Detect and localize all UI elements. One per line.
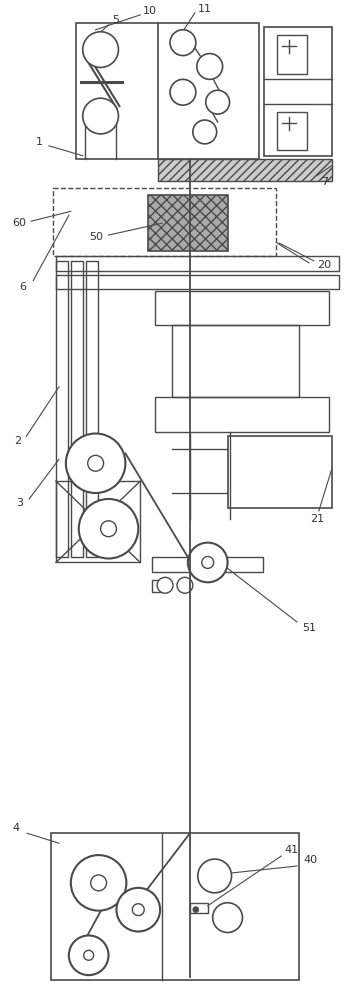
Circle shape: [91, 875, 107, 891]
Circle shape: [213, 903, 243, 932]
Text: 4: 4: [13, 823, 20, 833]
Circle shape: [177, 577, 193, 593]
Circle shape: [101, 521, 117, 537]
Bar: [190, 903, 208, 913]
Text: 11: 11: [198, 4, 212, 14]
Circle shape: [83, 32, 118, 67]
Circle shape: [79, 499, 138, 558]
Circle shape: [170, 30, 196, 56]
Bar: [152, 580, 167, 592]
Text: 21: 21: [310, 514, 324, 524]
Circle shape: [202, 557, 214, 568]
Bar: [56, 275, 339, 289]
Bar: [53, 188, 276, 256]
Text: 10: 10: [143, 6, 157, 16]
Text: 50: 50: [90, 232, 104, 242]
Circle shape: [197, 54, 223, 79]
Circle shape: [71, 855, 126, 911]
Circle shape: [193, 907, 199, 913]
Bar: [228, 436, 332, 508]
Bar: [76, 23, 259, 159]
Circle shape: [69, 935, 109, 975]
Circle shape: [188, 543, 228, 582]
Circle shape: [157, 577, 173, 593]
Bar: [158, 159, 332, 181]
Text: 20: 20: [317, 260, 331, 270]
Bar: [51, 833, 299, 980]
Bar: [152, 557, 263, 572]
Text: 2: 2: [14, 436, 21, 446]
Bar: [277, 112, 307, 150]
Bar: [86, 261, 98, 557]
Bar: [277, 35, 307, 74]
Bar: [56, 256, 339, 271]
Circle shape: [66, 434, 125, 493]
Text: 60: 60: [12, 218, 26, 228]
Circle shape: [84, 950, 94, 960]
Circle shape: [117, 888, 160, 931]
Text: 41: 41: [284, 845, 298, 855]
Bar: [264, 27, 332, 156]
Bar: [71, 261, 83, 557]
Text: 1: 1: [36, 137, 43, 147]
Text: 5: 5: [112, 15, 119, 25]
Text: 40: 40: [304, 855, 318, 865]
Text: 51: 51: [302, 623, 316, 633]
Bar: [155, 291, 329, 325]
Text: 6: 6: [20, 282, 27, 292]
Circle shape: [198, 859, 231, 893]
Bar: [148, 195, 228, 251]
Bar: [56, 261, 68, 557]
Circle shape: [206, 90, 230, 114]
Text: 7: 7: [321, 177, 328, 187]
Circle shape: [88, 455, 103, 471]
Bar: [172, 325, 299, 397]
Bar: [155, 397, 329, 432]
Circle shape: [83, 98, 118, 134]
Circle shape: [132, 904, 144, 916]
Circle shape: [193, 120, 217, 144]
Text: 3: 3: [16, 498, 23, 508]
Circle shape: [170, 79, 196, 105]
Bar: [56, 481, 140, 562]
